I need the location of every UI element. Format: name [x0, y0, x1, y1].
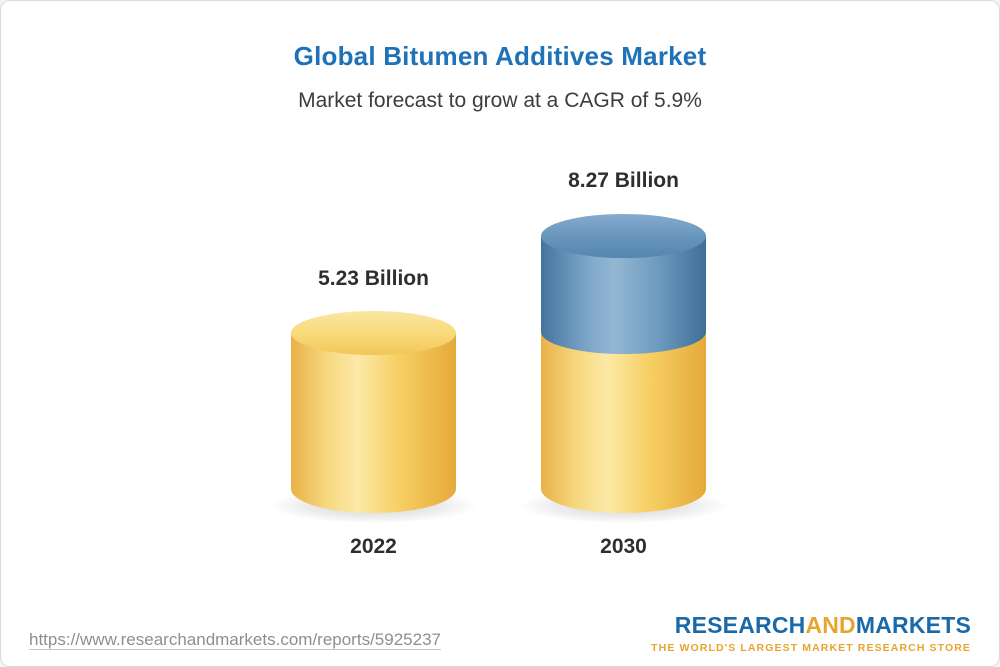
logo-word-research: RESEARCH: [674, 612, 806, 638]
logo-tagline: THE WORLD'S LARGEST MARKET RESEARCH STOR…: [651, 642, 971, 654]
research-and-markets-logo: RESEARCHANDMARKETS THE WORLD'S LARGEST M…: [651, 612, 971, 654]
bar-2022-cylinder-top: [291, 311, 456, 355]
bar-2030-cylinder-top: [541, 214, 706, 258]
logo-wordmark: RESEARCHANDMARKETS: [651, 612, 971, 639]
value-label-2022: 5.23 Billion: [318, 267, 429, 290]
logo-word-markets: MARKETS: [855, 612, 971, 638]
year-label-2022: 2022: [350, 535, 397, 558]
logo-word-and: AND: [805, 612, 856, 638]
chart-subtitle: Market forecast to grow at a CAGR of 5.9…: [298, 89, 702, 112]
report-url-link[interactable]: https://www.researchandmarkets.com/repor…: [29, 630, 441, 649]
bar-2022-cylinder-body: [291, 333, 456, 513]
chart-title: Global Bitumen Additives Market: [293, 41, 707, 71]
value-label-2030: 8.27 Billion: [568, 169, 679, 192]
year-label-2030: 2030: [600, 535, 647, 558]
